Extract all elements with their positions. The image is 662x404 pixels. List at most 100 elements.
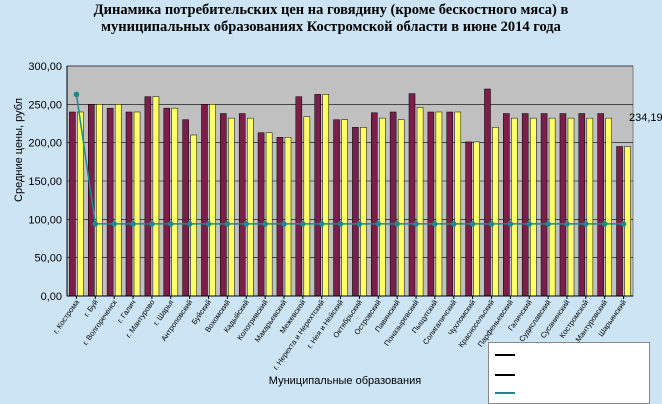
bar-series2 <box>605 117 612 297</box>
bar-series2 <box>228 117 235 297</box>
legend-swatch-2 <box>495 374 515 376</box>
bar-series1 <box>503 113 510 297</box>
bar-series2 <box>416 107 424 297</box>
line-point <box>450 221 457 227</box>
bar-series1 <box>125 111 133 297</box>
bar-series2 <box>303 116 311 297</box>
chart-title-line2: муниципальных образованиях Костромской о… <box>101 19 561 35</box>
line-point <box>488 221 495 227</box>
legend-swatch-3 <box>495 392 515 394</box>
bar-series1 <box>106 107 114 297</box>
y-tick-label: 50,00 <box>34 253 62 265</box>
bar-series1 <box>559 113 567 297</box>
line-point <box>149 221 155 227</box>
bar-series1 <box>446 111 454 297</box>
line-point <box>130 221 136 227</box>
bar-series1 <box>521 113 529 297</box>
bar-series1 <box>616 146 623 297</box>
bar-series1 <box>408 93 416 297</box>
line-point <box>545 221 551 227</box>
bar-series1 <box>578 113 586 297</box>
bar-series1 <box>389 111 397 297</box>
y-tick-label: 150,00 <box>28 176 62 188</box>
bar-series2 <box>548 117 556 297</box>
data-annotation: 234,19 <box>629 112 662 124</box>
line-point <box>413 221 419 227</box>
bar-series1 <box>427 111 435 297</box>
line-point <box>300 221 306 227</box>
bar-series1 <box>540 113 548 297</box>
bar-series1 <box>69 111 76 297</box>
bar-series1 <box>276 137 284 297</box>
x-axis-title: Муниципальные образования <box>269 375 421 387</box>
line-point <box>564 221 570 227</box>
line-point <box>92 221 99 227</box>
chart-title: Динамика потребительских цен на говядину… <box>0 2 662 36</box>
line-point <box>205 221 212 227</box>
bar-series1 <box>182 119 189 297</box>
bar-series2 <box>379 117 386 297</box>
bar-series1 <box>465 141 472 297</box>
x-tick-label: г. Кострома <box>51 297 81 335</box>
y-tick-label: 100,00 <box>28 214 62 226</box>
line-point <box>111 221 117 227</box>
bar-series2 <box>341 119 348 297</box>
bar-series1 <box>163 107 171 297</box>
bar-series2 <box>209 104 216 297</box>
line-point <box>526 221 533 227</box>
line-point <box>583 221 589 227</box>
bar-series2 <box>152 96 160 297</box>
legend-item-2 <box>495 370 515 380</box>
line-point <box>281 221 287 227</box>
bar-series2 <box>190 134 197 297</box>
bar-series2 <box>435 111 443 297</box>
bar-series1 <box>484 88 491 297</box>
line-point <box>224 221 231 227</box>
bar-series2 <box>246 117 254 297</box>
y-tick-label: 250,00 <box>28 99 62 111</box>
y-axis-title: Средние цены, рубл <box>13 98 25 202</box>
bar-series2 <box>624 146 631 297</box>
line-point <box>432 221 438 227</box>
bar-series1 <box>295 96 303 297</box>
bar-series1 <box>201 104 208 297</box>
bar-series2 <box>114 104 122 297</box>
bar-series2 <box>511 117 518 297</box>
bar-series2 <box>492 127 499 297</box>
y-tick-label: 0,00 <box>41 291 62 303</box>
line-point <box>601 221 608 227</box>
bar-series2 <box>529 117 537 297</box>
legend-swatch-1 <box>495 354 515 356</box>
line-series3 <box>75 94 624 225</box>
line-point <box>318 221 325 227</box>
bar-series1 <box>371 112 378 297</box>
y-tick-label: 300,00 <box>28 61 62 73</box>
bar-series1 <box>144 96 152 297</box>
line-point <box>469 221 476 227</box>
x-tick-label: г. Волгореченск <box>81 297 119 347</box>
bar-series1 <box>257 132 265 297</box>
legend <box>488 342 650 404</box>
line-point <box>167 221 174 227</box>
bar-series2 <box>567 117 575 297</box>
x-tick-label: г. Буй <box>82 298 100 318</box>
line-point <box>620 221 627 227</box>
bar-series1 <box>597 113 604 297</box>
bar-series2 <box>133 111 141 297</box>
bar-series2 <box>586 117 594 297</box>
line-point <box>262 221 268 227</box>
line-point <box>507 221 514 227</box>
bar-series1 <box>333 119 340 297</box>
bar-series1 <box>238 113 246 297</box>
line-point <box>337 221 344 227</box>
bar-series2 <box>96 104 103 297</box>
bar-series1 <box>314 94 321 297</box>
bar-series1 <box>352 127 359 297</box>
bar-series2 <box>322 94 329 297</box>
line-point <box>356 221 363 227</box>
y-tick-label: 200,00 <box>28 138 62 150</box>
bar-series2 <box>171 107 179 297</box>
bar-series2 <box>284 137 292 297</box>
line-point <box>394 221 400 227</box>
legend-item-1 <box>495 350 515 360</box>
